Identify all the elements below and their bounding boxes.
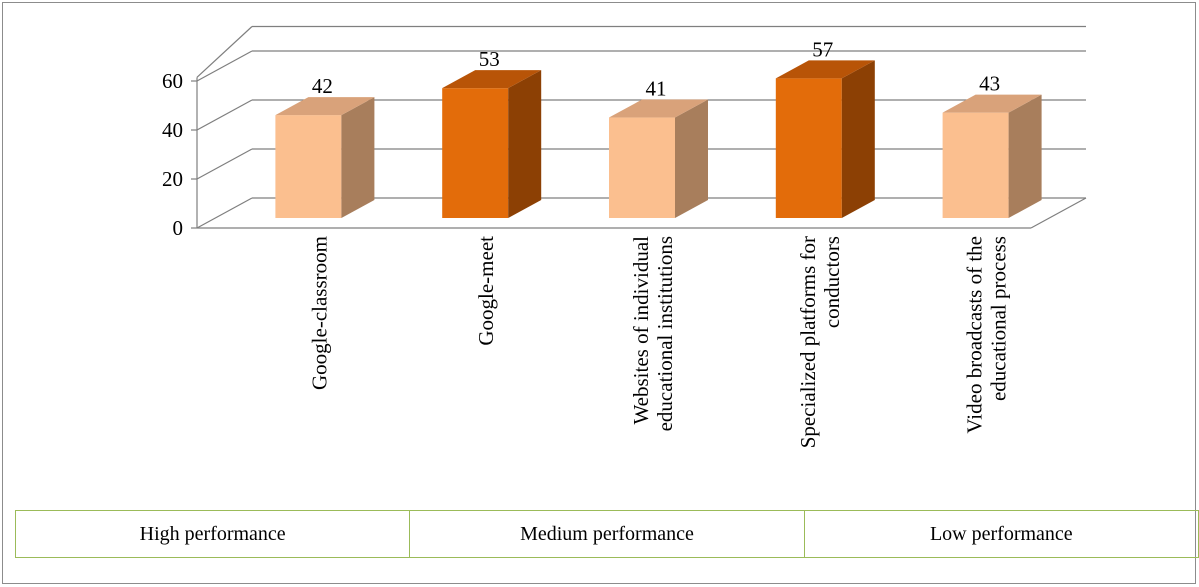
bar-value-label: 41 (646, 77, 667, 101)
high-performance-cell: High performance (14, 510, 411, 558)
bar-top (775, 60, 875, 79)
x-tick-label-line: Google-classroom (307, 236, 331, 390)
bar-value-label: 43 (979, 72, 1000, 96)
bar-side (341, 97, 375, 218)
bar-side (841, 60, 875, 218)
x-tick-label: Specialized platforms for conductors (796, 236, 844, 448)
grid-line-side (196, 99, 253, 131)
y-tick-label: 0 (173, 216, 184, 240)
bar-top (609, 99, 708, 118)
y-tick-label: 60 (162, 69, 183, 93)
x-tick-label-line: Google-meet (474, 236, 498, 346)
bar-value-label: 53 (479, 47, 500, 71)
y-tick-label: 20 (162, 167, 183, 191)
bar-side (675, 99, 708, 218)
performance-table: High performance Medium performance Low … (14, 510, 1199, 558)
bar-side (1008, 94, 1042, 218)
x-tick-label-line: Video broadcasts of the (963, 236, 987, 434)
bar-front (442, 88, 509, 219)
bar-side (508, 70, 542, 219)
bar-value-label: 57 (812, 37, 833, 61)
grid-line-side (196, 26, 253, 78)
y-tick-label: 40 (162, 118, 183, 142)
x-tick-label-line: educational process (987, 236, 1011, 401)
bar-front (942, 112, 1009, 218)
bar-value-label: 42 (312, 74, 333, 98)
low-performance-cell: Low performance (803, 510, 1199, 558)
bar-front (775, 78, 842, 218)
x-tick-label-line: Websites of individual (629, 236, 653, 425)
x-tick-label-line: educational institutions (653, 236, 677, 431)
grid-line-side (196, 50, 253, 82)
bar-top (942, 94, 1042, 113)
x-tick-label: Google-classroom (307, 236, 331, 390)
x-tick-label: Video broadcasts of the educational proce… (963, 236, 1011, 434)
bar-front (275, 115, 342, 218)
bar-front (609, 117, 675, 218)
x-tick-label-line: conductors (820, 236, 844, 328)
grid-line-side (196, 148, 253, 180)
x-tick-label: Websites of individual educational instit… (629, 236, 677, 432)
grid-line-side (196, 197, 253, 229)
performance-row: High performance Medium performance Low … (14, 510, 1199, 558)
bar-top (275, 97, 375, 116)
medium-performance-cell: Medium performance (409, 510, 805, 558)
x-tick-label: Google-meet (474, 236, 498, 346)
x-tick-label-line: Specialized platforms for (796, 236, 820, 448)
floor-edge (1030, 197, 1087, 229)
bar-top (442, 70, 542, 89)
